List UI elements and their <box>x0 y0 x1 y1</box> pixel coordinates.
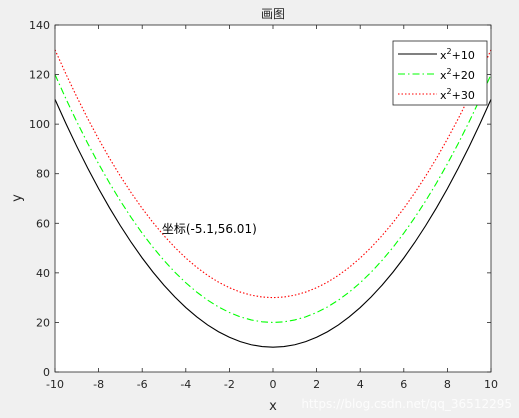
series-line-2 <box>54 74 492 323</box>
y-tick-label: 100 <box>29 118 50 131</box>
legend-label-1: x2+10 <box>440 47 475 62</box>
y-tick-label: 80 <box>36 168 50 181</box>
y-tick-label: 40 <box>36 267 50 280</box>
series-layer <box>54 49 492 348</box>
series-line-1 <box>54 99 492 348</box>
legend-label-2: x2+20 <box>440 67 475 82</box>
x-tick-label: 0 <box>270 378 277 391</box>
x-tick-label: -4 <box>180 378 191 391</box>
chart-title: 画图 <box>261 7 285 21</box>
x-tick-label: -10 <box>46 378 64 391</box>
watermark-text: https://blog.csdn.net/qq_36512295 <box>301 397 512 411</box>
x-tick-label: 10 <box>484 378 498 391</box>
legend: x2+10 x2+20 x2+30 <box>392 40 488 106</box>
data-annotation: 坐标(-5.1,56.01) <box>162 222 257 236</box>
y-tick-label: 120 <box>29 69 50 82</box>
y-tick-label: 0 <box>43 366 50 379</box>
y-tick-label: 140 <box>29 19 50 32</box>
x-tick-label: -6 <box>137 378 148 391</box>
x-tick-label: -2 <box>224 378 235 391</box>
y-axis-label: y <box>10 194 25 202</box>
x-tick-label: 4 <box>357 378 364 391</box>
x-tick-label: -8 <box>93 378 104 391</box>
y-tick-label: 60 <box>36 217 50 230</box>
y-tick-label: 20 <box>36 316 50 329</box>
x-axis-label: x <box>269 399 277 414</box>
legend-label-3: x2+30 <box>440 87 475 102</box>
x-tick-label: 2 <box>313 378 320 391</box>
x-tick-label: 6 <box>400 378 407 391</box>
x-tick-label: 8 <box>444 378 451 391</box>
